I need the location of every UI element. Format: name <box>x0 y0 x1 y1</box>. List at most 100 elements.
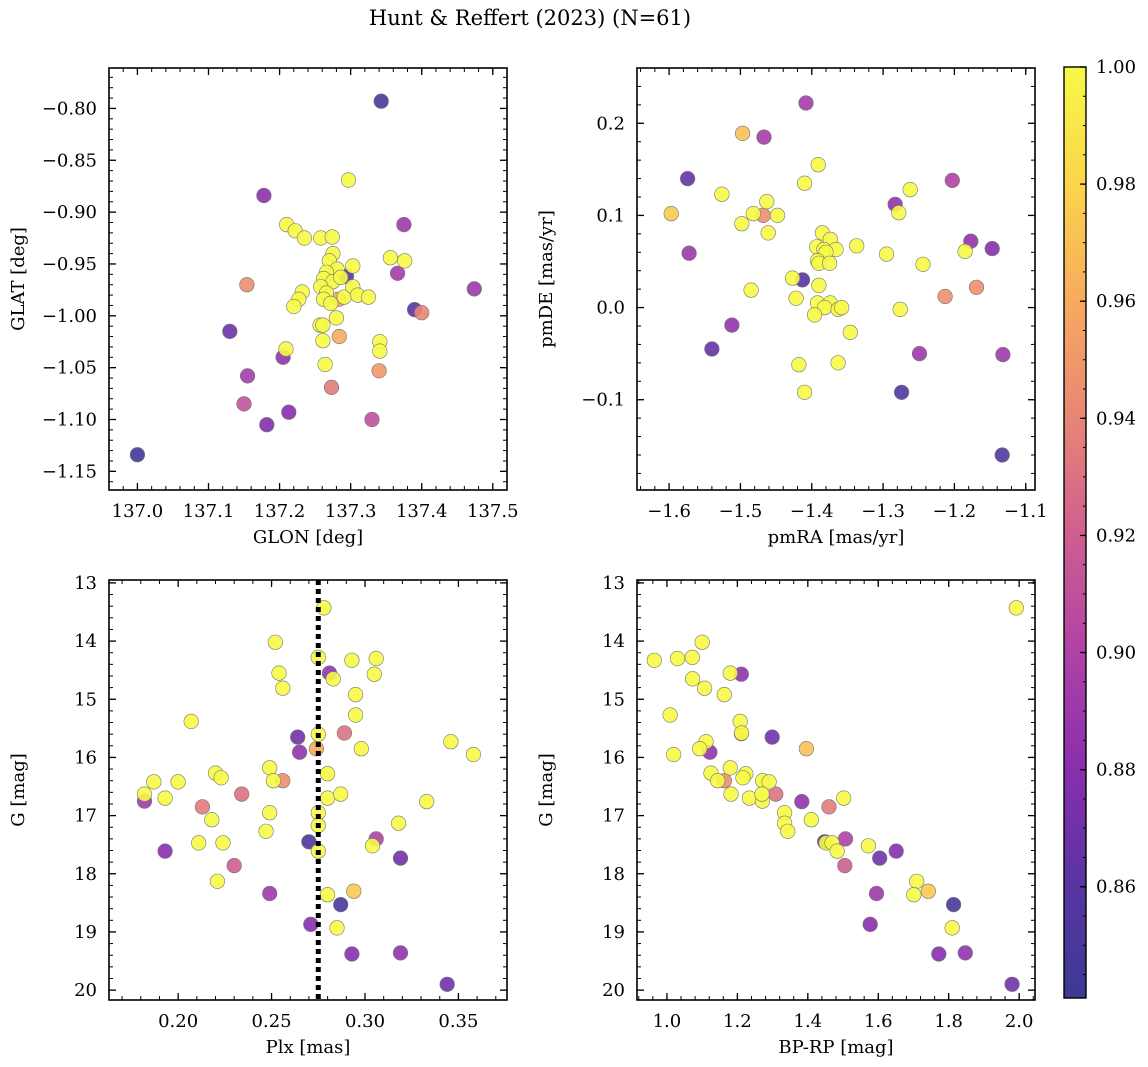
data-point <box>796 175 813 191</box>
x-tick-label: −1.4 <box>790 501 834 522</box>
data-point <box>333 896 349 913</box>
data-point <box>694 634 710 650</box>
data-point <box>803 812 819 828</box>
data-point <box>836 790 852 806</box>
data-point <box>392 850 409 866</box>
data-point <box>662 707 678 723</box>
data-point <box>931 946 947 962</box>
data-point <box>344 652 360 668</box>
data-point <box>194 799 210 815</box>
data-point <box>414 305 430 321</box>
x-tick-label: 0.35 <box>438 1011 478 1032</box>
data-point <box>324 229 340 245</box>
minor-ticks <box>637 580 1035 1000</box>
data-point <box>811 277 827 294</box>
x-tick-label: 137.5 <box>467 501 519 522</box>
x-tick-label: 137.0 <box>112 501 164 522</box>
data-point <box>733 725 750 741</box>
data-point <box>258 823 274 839</box>
data-point <box>419 793 435 810</box>
data-point <box>806 307 823 323</box>
data-point <box>262 805 278 821</box>
data-point <box>868 885 885 902</box>
data-point <box>170 774 186 790</box>
plot-frame <box>108 67 508 491</box>
x-tick-label: −1.3 <box>861 501 905 522</box>
data-point <box>236 396 252 412</box>
data-point <box>391 815 407 831</box>
data-point <box>791 357 807 373</box>
data-point <box>794 793 810 810</box>
x-tick-label: 2.0 <box>1005 1011 1034 1032</box>
data-point <box>679 171 696 187</box>
y-tick-label: 16 <box>74 747 97 768</box>
y-tick-label: 13 <box>74 573 97 594</box>
x-tick-label: −1.5 <box>719 501 763 522</box>
data-point <box>390 265 406 281</box>
data-point <box>292 744 308 760</box>
y-tick-label: 16 <box>602 747 625 768</box>
data-point <box>860 838 877 854</box>
scatter-panel-4: 1.0 1.2 1.4 1.6 1.8 2.0 13 14 15 16 17 18 19 20 BP-RP … <box>536 573 1036 1058</box>
data-point <box>759 194 775 210</box>
y-tick-label: −0.95 <box>42 254 97 275</box>
scatter-panel-3: 0.20 0.25 0.30 0.35 13 14 15 16 17 18 19 20 Plx [mas… <box>8 573 508 1058</box>
data-point <box>756 129 772 145</box>
colorbar: 0.86 0.88 0.90 0.92 0.94 0.96 0.98 1.00 <box>1063 57 1136 999</box>
minor-ticks <box>637 67 1035 490</box>
data-point <box>723 786 739 802</box>
y-tick-label: 0.2 <box>596 113 625 134</box>
colorbar-gradient <box>1063 66 1087 999</box>
ticks <box>109 68 507 490</box>
data-point <box>259 417 275 433</box>
data-point <box>810 157 826 173</box>
data-point <box>364 838 381 854</box>
x-tick-label: 0.25 <box>252 1011 292 1032</box>
data-point <box>909 873 925 889</box>
points-group <box>663 95 1011 463</box>
data-point <box>329 920 345 936</box>
data-point <box>466 281 482 297</box>
data-point <box>129 447 145 463</box>
data-point <box>209 873 225 889</box>
colorbar-tick-label: 0.94 <box>1096 408 1136 429</box>
data-point <box>439 976 455 992</box>
y-tick-label: 0.0 <box>596 298 625 319</box>
data-point <box>735 770 751 786</box>
data-point <box>893 384 910 400</box>
data-point <box>320 766 336 782</box>
data-point <box>136 786 153 802</box>
y-tick-label: 18 <box>74 864 97 885</box>
colorbar-tick-label: 0.90 <box>1096 643 1136 664</box>
x-tick-label: 137.1 <box>183 501 235 522</box>
data-point <box>234 786 250 802</box>
x-tick-label: 0.30 <box>345 1011 385 1032</box>
data-point <box>281 404 297 420</box>
x-tick-label: 1.8 <box>934 1011 963 1032</box>
data-point <box>743 282 759 298</box>
data-point <box>944 172 960 188</box>
data-point <box>862 916 878 933</box>
data-point <box>888 843 904 859</box>
data-point <box>333 269 349 286</box>
y-axis-label: G [mag] <box>8 753 29 826</box>
data-point <box>1008 600 1024 616</box>
colorbar-tick-label: 0.98 <box>1096 174 1136 195</box>
data-point <box>734 216 750 232</box>
y-tick-label: 17 <box>74 806 97 827</box>
x-axis-label: BP-RP [mag] <box>778 1037 893 1058</box>
data-point <box>344 946 360 962</box>
x-tick-label: 1.6 <box>864 1011 893 1032</box>
data-point <box>957 243 973 259</box>
data-point <box>724 317 740 333</box>
data-point <box>204 812 220 828</box>
data-point <box>796 384 813 400</box>
data-point <box>364 411 380 428</box>
data-point <box>256 187 272 204</box>
data-point <box>392 945 409 961</box>
data-point <box>968 279 985 295</box>
data-point <box>320 887 336 903</box>
data-point <box>146 774 162 790</box>
data-point <box>911 346 928 362</box>
data-point <box>226 857 242 874</box>
